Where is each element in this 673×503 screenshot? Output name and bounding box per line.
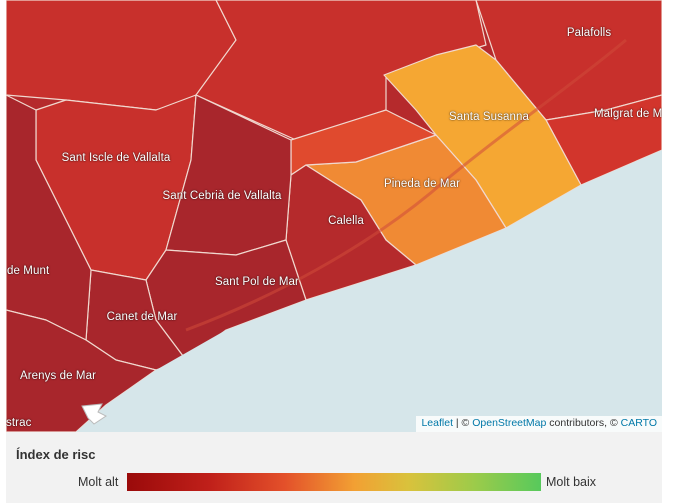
attribution-sep-2: contributors, © xyxy=(546,417,621,429)
sea-area xyxy=(76,150,662,432)
map-canvas[interactable] xyxy=(6,0,662,432)
map-attribution: Leaflet | © OpenStreetMap contributors, … xyxy=(416,416,662,432)
label-palafolls: Palafolls xyxy=(566,27,612,39)
map[interactable]: Palafolls Santa Susanna Malgrat de Mar S… xyxy=(6,0,662,432)
legend-low-label: Molt alt xyxy=(78,475,119,489)
label-canet-de-mar: Canet de Mar xyxy=(106,311,178,323)
label-de-munt: de Munt xyxy=(7,265,50,277)
legend-title: Índex de risc xyxy=(16,447,96,462)
legend-high-label: Molt baix xyxy=(546,475,597,489)
legend-panel: Índex de risc Molt alt Molt baix xyxy=(6,432,662,503)
label-pineda-de-mar: Pineda de Mar xyxy=(383,178,461,190)
label-strac: strac xyxy=(6,417,32,429)
coast-marker xyxy=(81,403,107,425)
label-arenys-de-mar: Arenys de Mar xyxy=(19,370,97,382)
label-calella: Calella xyxy=(328,215,364,227)
road-line xyxy=(185,38,627,332)
leaflet-link[interactable]: Leaflet xyxy=(421,417,453,429)
label-sant-cebria-de-vallalta: Sant Cebrià de Vallalta xyxy=(162,190,282,202)
legend-color-scale xyxy=(127,473,541,491)
openstreetmap-link[interactable]: OpenStreetMap xyxy=(472,417,547,429)
label-sant-iscle-de-vallalta: Sant Iscle de Vallalta xyxy=(61,152,171,164)
carto-link[interactable]: CARTO xyxy=(620,417,657,429)
label-sant-pol-de-mar: Sant Pol de Mar xyxy=(215,276,299,288)
attribution-sep-1: | © xyxy=(453,417,473,429)
label-malgrat-de-mar: Malgrat de Mar xyxy=(594,108,662,120)
label-santa-susanna: Santa Susanna xyxy=(449,111,529,123)
